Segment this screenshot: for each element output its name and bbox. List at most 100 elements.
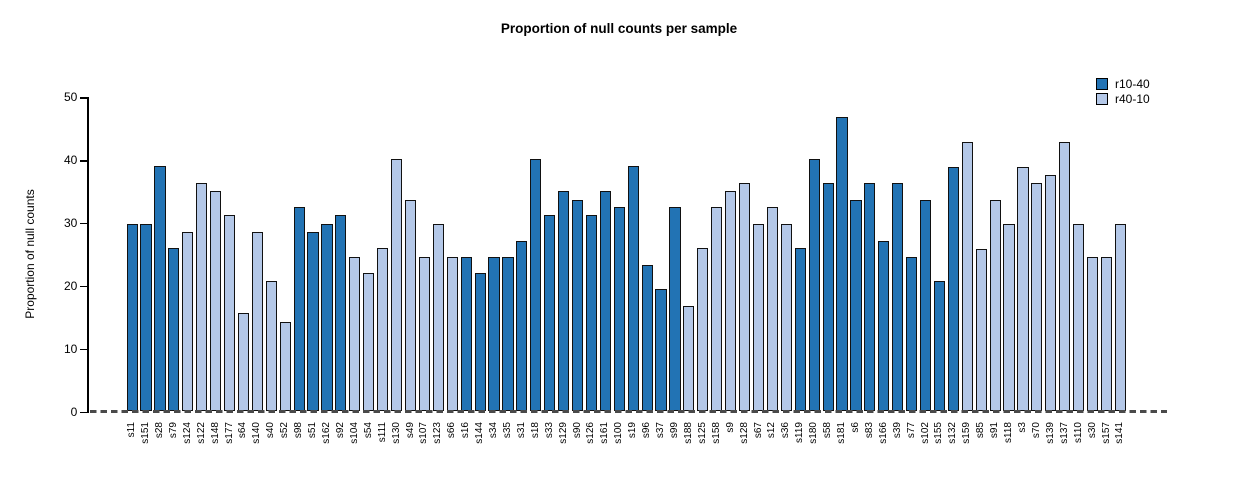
y-tick-label: 40 <box>63 153 78 168</box>
bar-s159 <box>961 142 973 412</box>
x-tick-label: s9 <box>724 422 736 433</box>
y-axis-label: Proportion of null counts <box>23 189 37 319</box>
bar-s180 <box>808 158 820 412</box>
x-tick-label: s37 <box>655 422 667 439</box>
bar-s34 <box>488 257 500 412</box>
x-tick-label: s122 <box>195 422 207 444</box>
x-tick-label: s52 <box>279 422 291 439</box>
bar-s64 <box>237 313 250 412</box>
x-tick-label: s79 <box>167 422 179 439</box>
bar-s107 <box>418 257 430 412</box>
y-tick-mark <box>80 160 88 162</box>
x-tick-label: s67 <box>752 422 764 439</box>
bar-s141 <box>1114 224 1126 412</box>
x-tick-label: s181 <box>836 422 848 444</box>
x-tick-label: s70 <box>1030 422 1042 439</box>
bar-s123 <box>432 224 444 412</box>
bar-s104 <box>349 257 361 412</box>
y-tick-mark <box>80 97 88 99</box>
x-tick-label: s102 <box>919 422 931 444</box>
x-tick-label: s85 <box>975 422 987 439</box>
bar-s28 <box>154 166 166 412</box>
bar-s166 <box>878 240 890 412</box>
bar-s137 <box>1059 142 1071 412</box>
x-tick-label: s36 <box>780 422 792 439</box>
x-tick-label: s188 <box>682 422 694 444</box>
bar-s125 <box>697 248 709 412</box>
x-tick-label: s98 <box>293 422 305 439</box>
chart-title: Proportion of null counts per sample <box>500 21 738 36</box>
bar-s181 <box>836 117 848 412</box>
bar-s30 <box>1086 257 1099 412</box>
bar-s35 <box>502 257 514 412</box>
x-tick-label: s40 <box>265 422 277 439</box>
bar-s51 <box>307 232 319 412</box>
y-tick-mark <box>80 348 88 351</box>
x-tick-label: s100 <box>613 422 625 444</box>
x-tick-label: s3 <box>1016 422 1028 433</box>
bar-s158 <box>711 207 723 412</box>
x-tick-label: s161 <box>599 422 611 444</box>
bar-s6 <box>850 199 862 412</box>
x-tick-label: s35 <box>501 422 513 439</box>
x-tick-label: s141 <box>1114 422 1126 444</box>
bar-s92 <box>335 215 347 412</box>
bar-s124 <box>182 232 194 412</box>
legend-item: r40-10 <box>1096 91 1150 106</box>
bar-s40 <box>265 280 277 412</box>
x-tick-label: s110 <box>1072 422 1084 443</box>
bar-s100 <box>613 207 625 412</box>
legend: r10-40 r40-10 <box>1096 76 1150 106</box>
bar-s77 <box>906 257 918 412</box>
x-tick-label: s104 <box>348 422 360 444</box>
x-tick-label: s19 <box>627 422 639 439</box>
y-tick-label: 20 <box>63 278 78 293</box>
x-tick-label: s126 <box>585 422 597 444</box>
x-tick-label: s137 <box>1058 422 1070 444</box>
x-tick-label: s132 <box>947 422 959 444</box>
y-tick-label: 10 <box>63 341 78 356</box>
x-tick-label: s162 <box>320 422 332 444</box>
x-tick-label: s144 <box>474 422 486 444</box>
bar-s36 <box>780 224 792 412</box>
x-tick-label: s28 <box>153 422 165 439</box>
bar-s157 <box>1100 257 1113 412</box>
bar-s39 <box>892 182 904 412</box>
bar-s96 <box>641 265 653 412</box>
y-tick-label: 0 <box>70 404 78 419</box>
x-tick-label: s92 <box>334 422 346 439</box>
x-tick-label: s157 <box>1100 422 1112 444</box>
bar-s33 <box>544 215 556 412</box>
bar-s128 <box>738 182 751 412</box>
x-tick-label: s140 <box>251 422 263 444</box>
x-tick-label: s51 <box>307 422 319 439</box>
bar-s70 <box>1031 182 1043 412</box>
x-tick-label: s148 <box>209 422 221 444</box>
bar-s67 <box>752 224 765 412</box>
x-tick-label: s177 <box>223 422 235 444</box>
legend-item: r10-40 <box>1096 76 1150 91</box>
bar-s188 <box>683 305 695 412</box>
x-tick-label: s12 <box>766 422 778 439</box>
bar-s37 <box>655 288 667 412</box>
x-tick-label: s64 <box>237 422 249 439</box>
x-tick-label: s166 <box>877 422 889 444</box>
x-tick-label: s16 <box>460 422 472 439</box>
x-tick-label: s39 <box>891 422 903 439</box>
zero-baseline <box>90 410 1167 413</box>
bar-s151 <box>140 224 152 412</box>
bar-s49 <box>404 199 417 412</box>
x-tick-label: s77 <box>905 422 917 439</box>
bar-s58 <box>822 182 834 412</box>
bar-s140 <box>251 232 263 412</box>
x-tick-label: s96 <box>641 422 653 439</box>
bar-s66 <box>446 257 458 412</box>
bar-s130 <box>390 158 403 412</box>
y-tick-mark <box>80 222 88 225</box>
x-tick-label: s90 <box>571 422 583 439</box>
bar-s98 <box>293 207 305 412</box>
y-tick-mark <box>80 285 88 288</box>
bar-s110 <box>1073 224 1085 412</box>
x-tick-label: s66 <box>446 422 458 439</box>
